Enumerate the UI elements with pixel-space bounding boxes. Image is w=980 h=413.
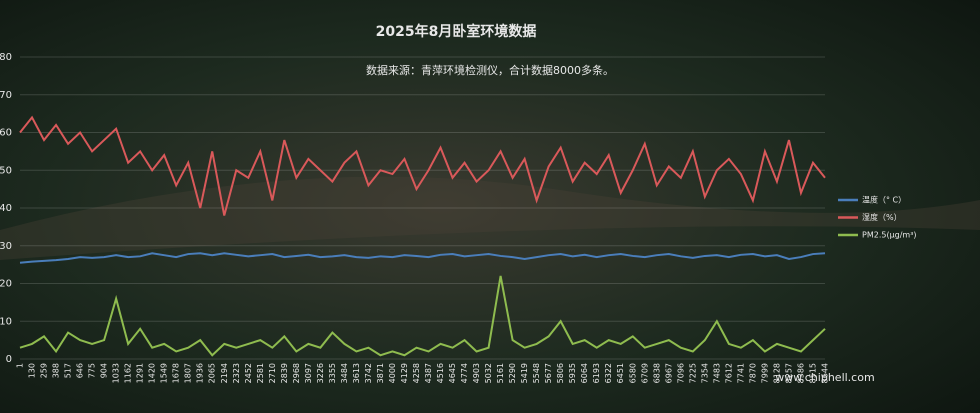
x-tick-label: 5161 <box>496 363 505 383</box>
y-tick-label: 10 <box>0 316 12 327</box>
chart-subtitle: 数据来源：青萍环境检测仪，合计数据8000多条。 <box>366 63 614 77</box>
x-tick-label: 2839 <box>280 363 289 383</box>
x-tick-label: 5032 <box>484 363 493 383</box>
background-texture <box>0 176 980 260</box>
x-tick-label: 2581 <box>256 363 265 383</box>
x-tick-label: 6709 <box>640 363 649 383</box>
legend-label: 温度（° C） <box>862 195 906 205</box>
x-tick-label: 4387 <box>424 363 433 383</box>
x-tick-label: 1678 <box>172 363 181 383</box>
x-tick-label: 5548 <box>532 363 541 383</box>
x-tick-label: 5935 <box>568 363 577 383</box>
chart-title: 2025年8月卧室环境数据 <box>376 23 537 40</box>
y-tick-label: 0 <box>6 354 12 365</box>
x-tick-label: 3484 <box>340 363 349 383</box>
x-tick-label: 8386 <box>796 363 805 383</box>
x-tick-label: 1549 <box>160 363 169 383</box>
x-tick-label: 388 <box>52 363 61 378</box>
y-tick-label: 30 <box>0 241 12 252</box>
x-tick-label: 2194 <box>220 363 229 383</box>
x-tick-label: 775 <box>88 363 97 378</box>
x-tick-label: 1291 <box>136 363 145 383</box>
x-tick-label: 8644 <box>821 363 830 383</box>
x-tick-label: 4516 <box>436 363 445 383</box>
x-tick-label: 6580 <box>628 363 637 383</box>
x-tick-label: 259 <box>40 363 49 378</box>
x-tick-label: 2065 <box>208 363 217 383</box>
line-series <box>19 252 826 264</box>
watermark: www.chiphell.com <box>775 371 874 384</box>
x-tick-label: 1936 <box>196 363 205 383</box>
x-tick-label: 7612 <box>724 363 733 383</box>
x-tick-label: 4774 <box>460 363 469 383</box>
x-tick-label: 2452 <box>244 363 253 383</box>
y-tick-label: 40 <box>0 203 12 214</box>
x-tick-label: 1807 <box>184 363 193 383</box>
x-tick-label: 3226 <box>316 363 325 383</box>
x-tick-label: 8257 <box>784 363 793 383</box>
x-tick-label: 6193 <box>592 363 601 383</box>
x-tick-label: 8128 <box>772 363 781 383</box>
legend-label: 湿度（%） <box>862 212 902 222</box>
x-tick-label: 3097 <box>304 363 313 383</box>
x-tick-label: 1033 <box>112 363 121 383</box>
x-tick-label: 517 <box>64 363 73 378</box>
x-tick-label: 3355 <box>328 363 337 383</box>
line-series <box>19 115 826 216</box>
x-tick-label: 8515 <box>808 363 817 383</box>
x-tick-label: 6967 <box>664 363 673 383</box>
x-tick-label: 3742 <box>364 363 373 383</box>
x-tick-label: 4645 <box>448 363 457 383</box>
x-tick-label: 2968 <box>292 363 301 383</box>
x-tick-label: 7870 <box>748 363 757 383</box>
x-tick-label: 130 <box>28 363 37 378</box>
x-tick-label: 904 <box>100 363 109 378</box>
x-tick-label: 7225 <box>688 363 697 383</box>
x-tick-label: 6838 <box>652 363 661 383</box>
x-tick-label: 4903 <box>472 363 481 383</box>
y-tick-label: 70 <box>0 90 12 101</box>
x-tick-label: 7741 <box>736 363 745 383</box>
x-tick-label: 4000 <box>388 363 397 383</box>
x-tick-label: 7999 <box>760 363 769 383</box>
y-tick-label: 20 <box>0 279 12 290</box>
x-tick-label: 1 <box>16 363 25 368</box>
x-tick-label: 1420 <box>148 363 157 383</box>
x-tick-label: 5677 <box>544 363 553 383</box>
x-tick-label: 2323 <box>232 363 241 383</box>
x-tick-label: 3871 <box>376 363 385 383</box>
legend-label: PM2.5(μg/m³) <box>862 231 917 240</box>
x-tick-label: 7483 <box>712 363 721 383</box>
x-tick-label: 4129 <box>400 363 409 383</box>
x-tick-label: 6064 <box>580 363 589 383</box>
x-tick-label: 3613 <box>352 363 361 383</box>
x-tick-label: 5806 <box>556 363 565 383</box>
x-tick-label: 4258 <box>412 363 421 383</box>
x-tick-label: 6322 <box>604 363 613 383</box>
x-tick-label: 646 <box>76 363 85 378</box>
x-tick-label: 5290 <box>508 363 517 383</box>
x-tick-label: 7096 <box>676 363 685 383</box>
y-tick-label: 60 <box>0 128 12 139</box>
x-tick-label: 1162 <box>124 363 133 383</box>
x-tick-label: 6451 <box>616 363 625 383</box>
x-tick-label: 2710 <box>268 363 277 383</box>
y-tick-label: 50 <box>0 165 12 176</box>
x-tick-label: 5419 <box>520 363 529 383</box>
y-tick-label: 80 <box>0 52 12 63</box>
line-series <box>19 275 826 357</box>
x-tick-label: 7354 <box>700 363 709 383</box>
